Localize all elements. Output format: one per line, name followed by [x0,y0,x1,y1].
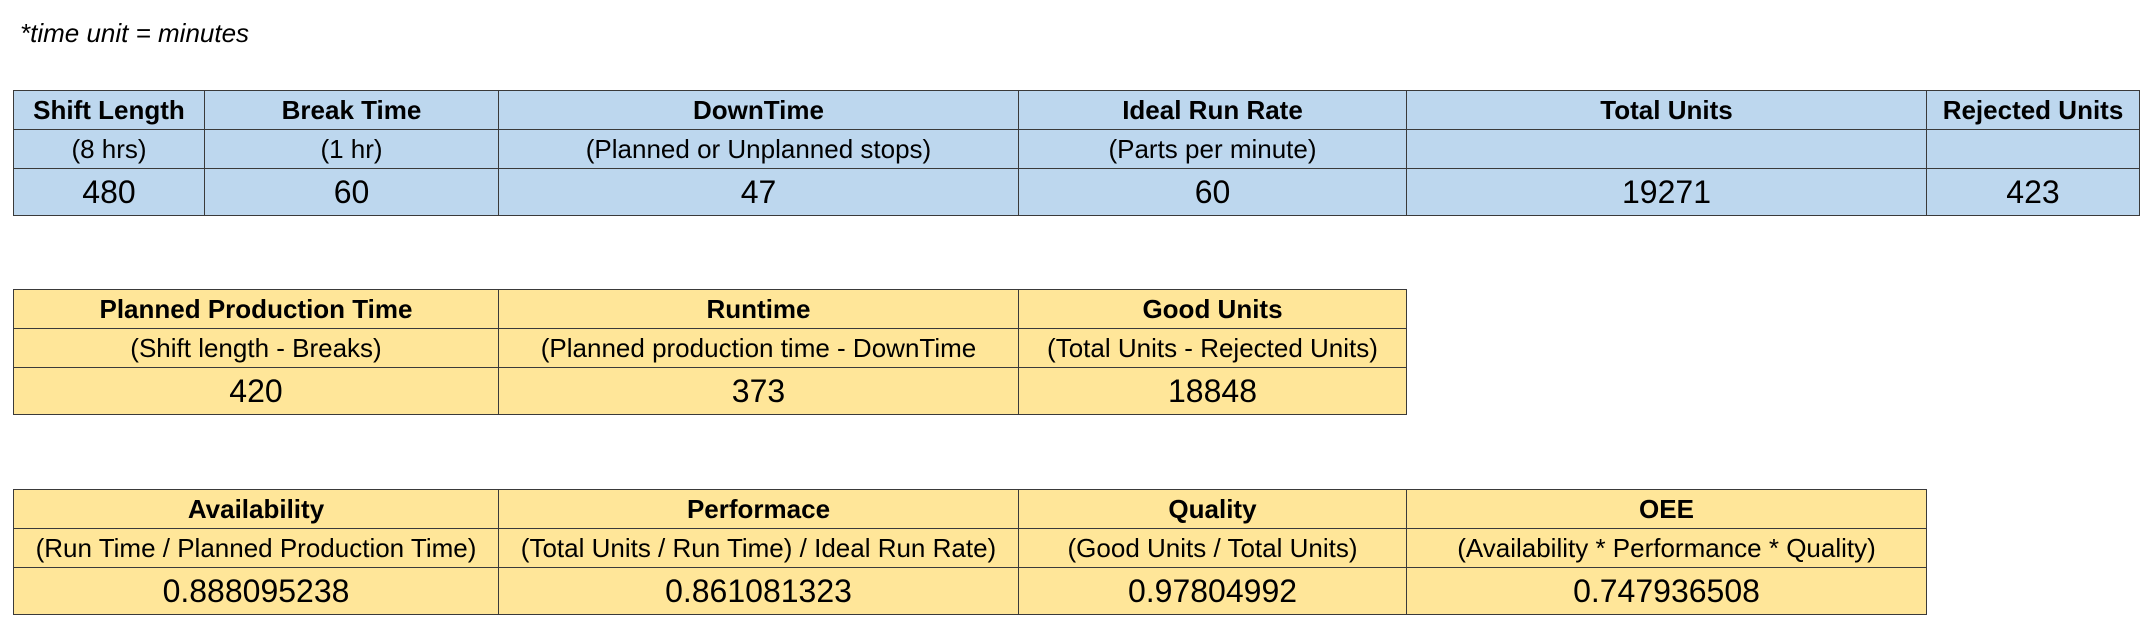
inputs-subheader-row: (8 hrs) (1 hr) (Planned or Unplanned sto… [13,129,2140,169]
derived-value-row: 420 373 18848 [13,367,1407,415]
availability-value[interactable]: 0.888095238 [13,567,499,615]
derived-subheader-row: (Shift length - Breaks) (Planned product… [13,328,1407,368]
good-units-value[interactable]: 18848 [1018,367,1407,415]
ideal-run-rate-header: Ideal Run Rate [1018,90,1407,130]
oee-value[interactable]: 0.747936508 [1406,567,1927,615]
time-unit-note: *time unit = minutes [20,18,250,48]
inputs-header-row: Shift Length Break Time DownTime Ideal R… [13,90,2140,130]
performance-header: Performace [498,489,1019,529]
good-units-header: Good Units [1018,289,1407,329]
metrics-header-row: Availability Performace Quality OEE [13,489,1927,529]
performance-value[interactable]: 0.861081323 [498,567,1019,615]
runtime-sub: (Planned production time - DownTime [498,328,1019,368]
shift-length-value[interactable]: 480 [13,168,205,216]
availability-sub: (Run Time / Planned Production Time) [13,528,499,568]
runtime-header: Runtime [498,289,1019,329]
oee-sub: (Availability * Performance * Quality) [1406,528,1927,568]
ideal-run-rate-value[interactable]: 60 [1018,168,1407,216]
metrics-table: Availability Performace Quality OEE (Run… [13,489,1927,615]
quality-value[interactable]: 0.97804992 [1018,567,1407,615]
break-time-header: Break Time [204,90,499,130]
derived-table: Planned Production Time Runtime Good Uni… [13,289,1407,415]
planned-production-time-sub: (Shift length - Breaks) [13,328,499,368]
rejected-units-sub [1926,129,2140,169]
oee-header: OEE [1406,489,1927,529]
planned-production-time-value[interactable]: 420 [13,367,499,415]
availability-header: Availability [13,489,499,529]
total-units-value[interactable]: 19271 [1406,168,1927,216]
metrics-value-row: 0.888095238 0.861081323 0.97804992 0.747… [13,567,1927,615]
planned-production-time-header: Planned Production Time [13,289,499,329]
rejected-units-header: Rejected Units [1926,90,2140,130]
metrics-subheader-row: (Run Time / Planned Production Time) (To… [13,528,1927,568]
downtime-sub: (Planned or Unplanned stops) [498,129,1019,169]
shift-length-header: Shift Length [13,90,205,130]
break-time-sub: (1 hr) [204,129,499,169]
downtime-header: DownTime [498,90,1019,130]
total-units-sub [1406,129,1927,169]
inputs-value-row: 480 60 47 60 19271 423 [13,168,2140,216]
good-units-sub: (Total Units - Rejected Units) [1018,328,1407,368]
quality-header: Quality [1018,489,1407,529]
downtime-value[interactable]: 47 [498,168,1019,216]
derived-header-row: Planned Production Time Runtime Good Uni… [13,289,1407,329]
quality-sub: (Good Units / Total Units) [1018,528,1407,568]
inputs-table: Shift Length Break Time DownTime Ideal R… [13,90,2140,216]
ideal-run-rate-sub: (Parts per minute) [1018,129,1407,169]
runtime-value[interactable]: 373 [498,367,1019,415]
rejected-units-value[interactable]: 423 [1926,168,2140,216]
shift-length-sub: (8 hrs) [13,129,205,169]
break-time-value[interactable]: 60 [204,168,499,216]
performance-sub: (Total Units / Run Time) / Ideal Run Rat… [498,528,1019,568]
total-units-header: Total Units [1406,90,1927,130]
